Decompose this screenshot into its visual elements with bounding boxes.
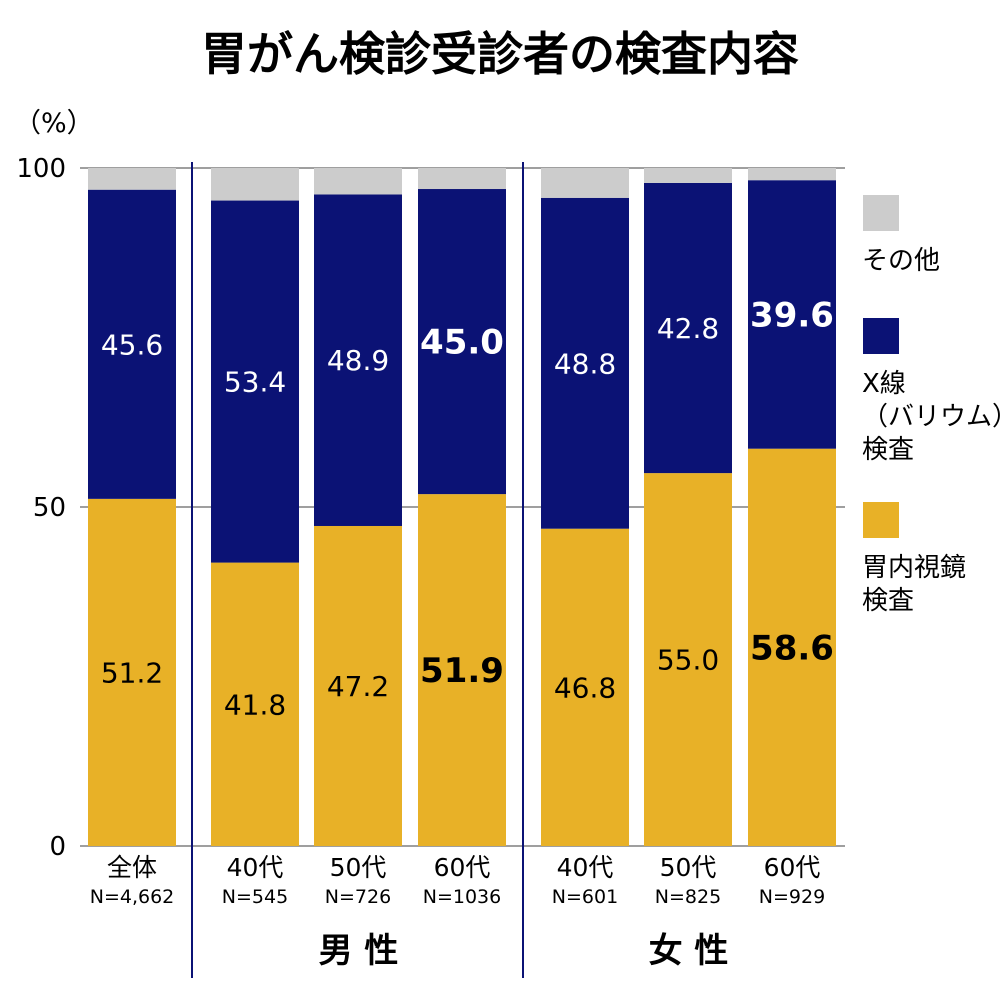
bar-segment-2-3 (418, 168, 506, 190)
bar-segment-1-5 (644, 182, 732, 474)
legend-label-1-2: 検査 (862, 435, 914, 465)
data-label-0-0: 51.2 (101, 656, 163, 689)
group-label-1: 女 性 (649, 931, 729, 971)
data-label-0-4: 46.8 (554, 671, 616, 704)
legend-label-1-0: X線 (862, 369, 906, 399)
group-label-0: 男 性 (319, 931, 399, 971)
category-label-4: 40代 (557, 853, 614, 882)
bar-segment-1-2 (314, 194, 402, 526)
data-label-1-0: 45.6 (101, 328, 163, 361)
data-label-1-1: 53.4 (224, 366, 286, 399)
bar-segment-1-0 (88, 189, 176, 499)
category-n-3: N=1036 (423, 886, 502, 908)
bar-segment-1-3 (418, 189, 506, 495)
legend-swatch-0 (863, 195, 899, 231)
bar-segment-1-6 (748, 180, 836, 449)
bar-segment-0-0 (88, 498, 176, 846)
bar-segment-0-2 (314, 525, 402, 846)
data-label-0-6: 58.6 (750, 628, 834, 668)
y-tick-label-50: 50 (33, 493, 66, 523)
data-label-0-3: 51.9 (420, 651, 504, 691)
data-label-0-5: 55.0 (657, 644, 719, 677)
category-n-1: N=545 (222, 886, 288, 908)
legend-label-0-0: その他 (862, 246, 940, 276)
category-label-5: 50代 (660, 853, 717, 882)
data-label-1-2: 48.9 (327, 344, 389, 377)
legend-label-2-0: 胃内視鏡 (862, 553, 966, 583)
bar-segment-2-2 (314, 168, 402, 195)
data-label-1-6: 39.6 (750, 295, 834, 335)
y-tick-label-0: 0 (49, 832, 66, 862)
category-n-2: N=726 (325, 886, 391, 908)
bar-segment-0-1 (211, 562, 299, 846)
bar-segment-2-5 (644, 168, 732, 183)
category-label-3: 60代 (434, 853, 491, 882)
bar-segment-0-5 (644, 473, 732, 846)
category-n-6: N=929 (759, 886, 825, 908)
legend-label-1-1: （バリウム） (862, 402, 1000, 432)
bar-segment-2-4 (541, 168, 629, 198)
category-label-1: 40代 (227, 853, 284, 882)
bar-segment-2-6 (748, 168, 836, 181)
y-tick-label-100: 100 (16, 154, 66, 184)
bar-segment-0-3 (418, 494, 506, 846)
legend-swatch-2 (863, 502, 899, 538)
y-axis-unit-label: （%） (14, 108, 94, 139)
bar-segment-2-0 (88, 168, 176, 190)
category-label-6: 60代 (764, 853, 821, 882)
category-label-0: 全体 (107, 853, 157, 882)
data-label-1-4: 48.8 (554, 347, 616, 380)
category-n-4: N=601 (552, 886, 618, 908)
data-label-1-3: 45.0 (420, 323, 504, 363)
bar-segment-1-4 (541, 197, 629, 529)
category-label-2: 50代 (330, 853, 387, 882)
data-label-0-2: 47.2 (327, 670, 389, 703)
category-n-5: N=825 (655, 886, 721, 908)
category-n-0: N=4,662 (90, 886, 175, 908)
bar-segment-1-1 (211, 200, 299, 563)
legend-swatch-1 (863, 318, 899, 354)
data-label-1-5: 42.8 (657, 312, 719, 345)
bar-segment-0-4 (541, 528, 629, 846)
data-label-0-1: 41.8 (224, 688, 286, 721)
legend-label-2-1: 検査 (862, 586, 914, 616)
bar-segment-2-1 (211, 168, 299, 201)
bar-segment-0-6 (748, 448, 836, 846)
chart-title: 胃がん検診受診者の検査内容 (201, 27, 799, 81)
